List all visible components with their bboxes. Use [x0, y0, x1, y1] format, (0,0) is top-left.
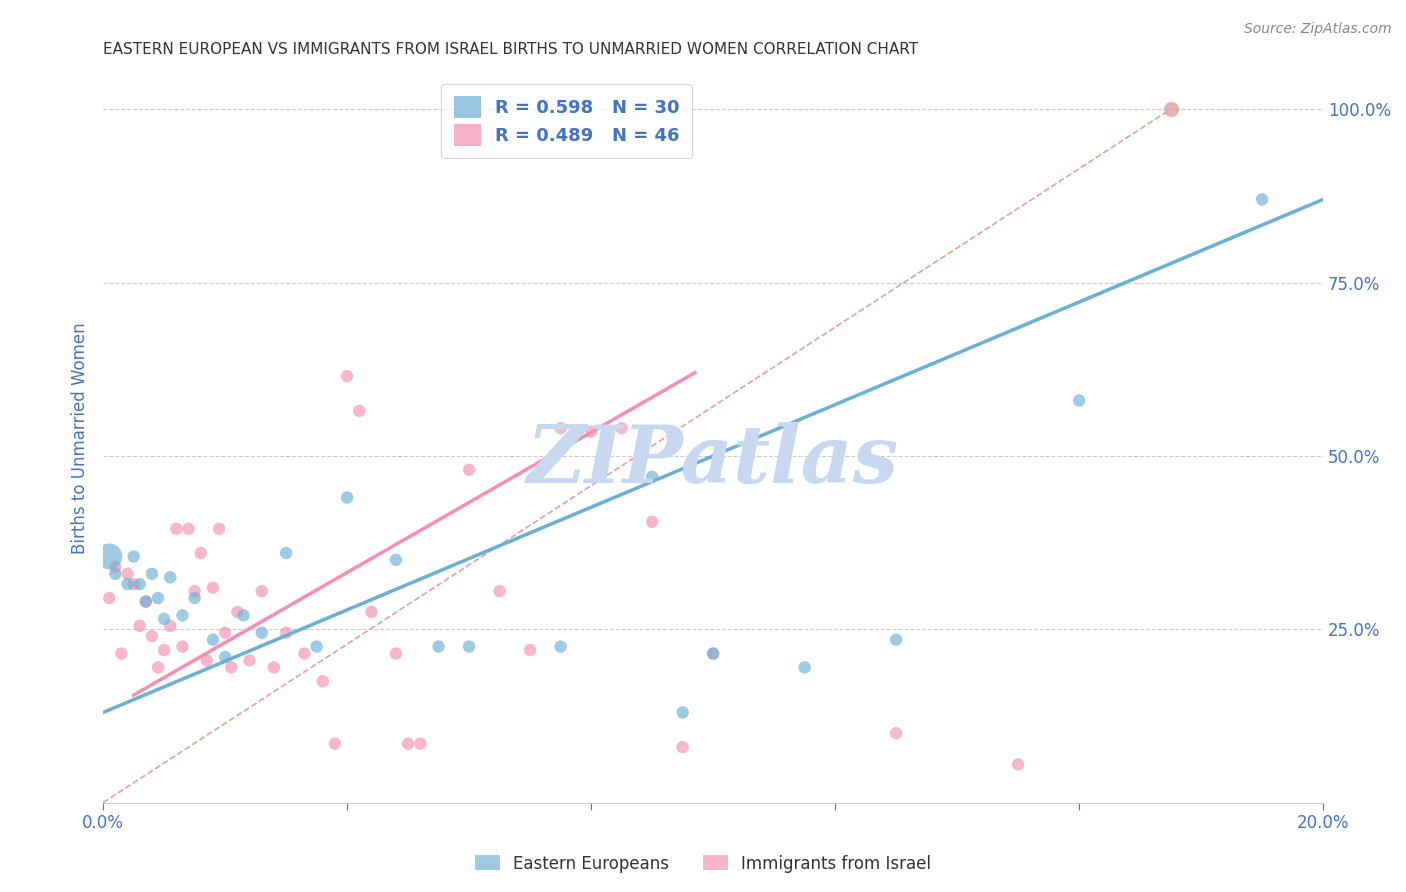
Point	[702, 647, 724, 661]
Point	[550, 421, 572, 435]
Point	[427, 640, 450, 654]
Point	[336, 491, 359, 505]
Point	[177, 522, 200, 536]
Point	[458, 463, 481, 477]
Point	[183, 591, 205, 605]
Text: Source: ZipAtlas.com: Source: ZipAtlas.com	[1244, 22, 1392, 37]
Point	[201, 581, 224, 595]
Point	[135, 594, 157, 608]
Point	[219, 660, 242, 674]
Point	[146, 660, 169, 674]
Point	[208, 522, 231, 536]
Point	[336, 369, 359, 384]
Point	[312, 674, 335, 689]
Point	[1007, 757, 1029, 772]
Point	[702, 647, 724, 661]
Y-axis label: Births to Unmarried Women: Births to Unmarried Women	[72, 323, 89, 555]
Point	[172, 640, 194, 654]
Point	[458, 640, 481, 654]
Point	[232, 608, 254, 623]
Point	[385, 553, 408, 567]
Point	[117, 577, 139, 591]
Point	[396, 737, 419, 751]
Point	[214, 625, 236, 640]
Point	[579, 425, 602, 439]
Point	[146, 591, 169, 605]
Point	[183, 584, 205, 599]
Point	[190, 546, 212, 560]
Point	[641, 469, 664, 483]
Point	[1069, 393, 1091, 408]
Point	[98, 591, 121, 605]
Point	[672, 706, 695, 720]
Point	[153, 612, 176, 626]
Point	[135, 594, 157, 608]
Point	[153, 643, 176, 657]
Point	[195, 653, 218, 667]
Point	[1160, 102, 1182, 116]
Point	[409, 737, 432, 751]
Point	[793, 660, 815, 674]
Point	[226, 605, 249, 619]
Point	[122, 577, 145, 591]
Point	[641, 515, 664, 529]
Point	[128, 619, 150, 633]
Point	[141, 566, 163, 581]
Point	[610, 421, 633, 435]
Point	[122, 549, 145, 564]
Point	[165, 522, 187, 536]
Point	[98, 549, 121, 564]
Point	[159, 619, 181, 633]
Point	[305, 640, 328, 654]
Legend: R = 0.598   N = 30, R = 0.489   N = 46: R = 0.598 N = 30, R = 0.489 N = 46	[441, 84, 692, 159]
Point	[1251, 193, 1274, 207]
Point	[276, 625, 298, 640]
Legend: Eastern Europeans, Immigrants from Israel: Eastern Europeans, Immigrants from Israe…	[468, 848, 938, 880]
Point	[172, 608, 194, 623]
Point	[884, 632, 907, 647]
Point	[385, 647, 408, 661]
Point	[884, 726, 907, 740]
Point	[349, 404, 371, 418]
Point	[519, 643, 541, 657]
Point	[323, 737, 346, 751]
Point	[550, 640, 572, 654]
Point	[250, 625, 273, 640]
Point	[104, 559, 127, 574]
Point	[159, 570, 181, 584]
Point	[110, 647, 132, 661]
Point	[104, 566, 127, 581]
Point	[201, 632, 224, 647]
Point	[360, 605, 382, 619]
Point	[294, 647, 316, 661]
Point	[276, 546, 298, 560]
Point	[672, 740, 695, 755]
Point	[117, 566, 139, 581]
Point	[214, 650, 236, 665]
Text: ZIPatlas: ZIPatlas	[527, 422, 900, 500]
Point	[128, 577, 150, 591]
Point	[238, 653, 260, 667]
Point	[141, 629, 163, 643]
Point	[250, 584, 273, 599]
Text: EASTERN EUROPEAN VS IMMIGRANTS FROM ISRAEL BIRTHS TO UNMARRIED WOMEN CORRELATION: EASTERN EUROPEAN VS IMMIGRANTS FROM ISRA…	[103, 42, 918, 57]
Point	[488, 584, 510, 599]
Point	[263, 660, 285, 674]
